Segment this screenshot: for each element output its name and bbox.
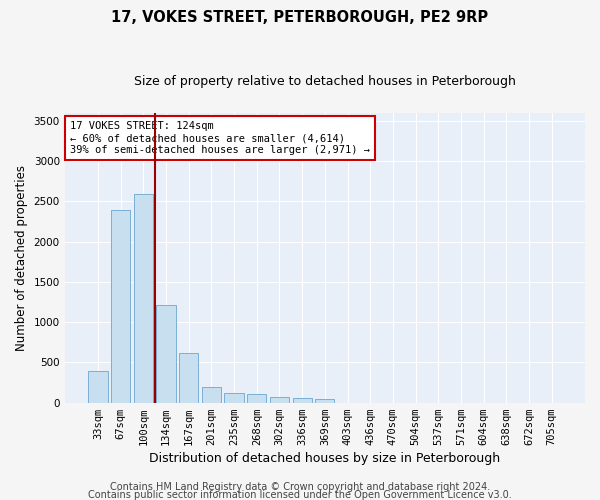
Y-axis label: Number of detached properties: Number of detached properties: [15, 164, 28, 350]
Bar: [293, 398, 312, 402]
Bar: [315, 398, 334, 402]
Bar: [224, 393, 244, 402]
Text: 17, VOKES STREET, PETERBOROUGH, PE2 9RP: 17, VOKES STREET, PETERBOROUGH, PE2 9RP: [112, 10, 488, 25]
Text: 17 VOKES STREET: 124sqm
← 60% of detached houses are smaller (4,614)
39% of semi: 17 VOKES STREET: 124sqm ← 60% of detache…: [70, 122, 370, 154]
Bar: [179, 353, 199, 403]
Bar: [157, 306, 176, 402]
Text: Contains HM Land Registry data © Crown copyright and database right 2024.: Contains HM Land Registry data © Crown c…: [110, 482, 490, 492]
Bar: [134, 194, 153, 402]
Title: Size of property relative to detached houses in Peterborough: Size of property relative to detached ho…: [134, 75, 516, 88]
Bar: [111, 210, 130, 402]
X-axis label: Distribution of detached houses by size in Peterborough: Distribution of detached houses by size …: [149, 452, 500, 465]
Bar: [202, 387, 221, 402]
Bar: [270, 396, 289, 402]
Bar: [247, 394, 266, 402]
Text: Contains public sector information licensed under the Open Government Licence v3: Contains public sector information licen…: [88, 490, 512, 500]
Bar: [88, 372, 107, 402]
